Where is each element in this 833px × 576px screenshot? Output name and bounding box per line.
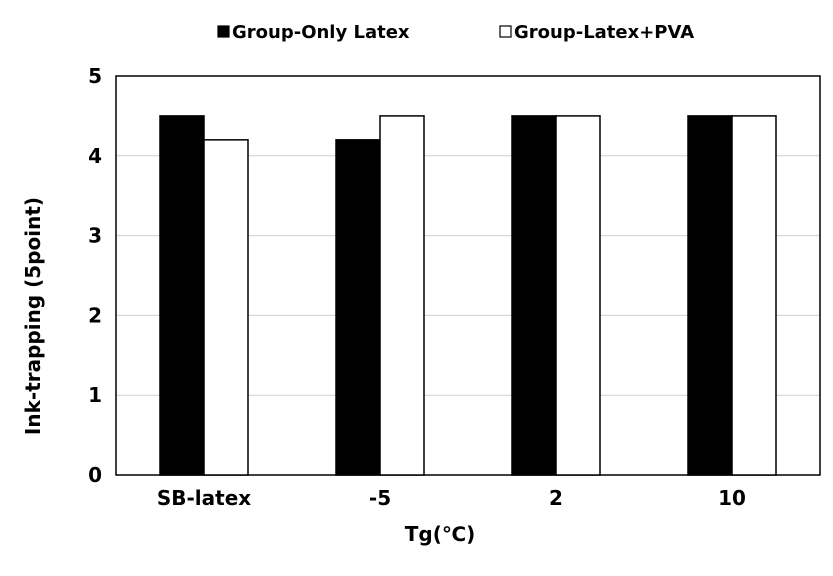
bars (159, 115, 777, 476)
bar-series-2-cat-1 (203, 139, 249, 476)
legend: Group-Only Latex Group-Latex+PVA (217, 22, 694, 43)
y-tick-label: 0 (88, 463, 102, 487)
x-tick-label: 10 (718, 486, 746, 510)
y-tick-label: 5 (88, 64, 102, 88)
x-axis-title: Tg(℃) (405, 522, 475, 546)
x-tick-labels: SB-latex -5 2 10 (157, 486, 746, 510)
legend-label-group-latex-pva: Group-Latex+PVA (514, 22, 694, 43)
y-tick-label: 1 (88, 383, 102, 407)
x-tick-label: 2 (549, 486, 563, 510)
bar-series-2-cat-2 (379, 115, 425, 476)
y-tick-label: 4 (88, 144, 102, 168)
y-tick-labels: 0 1 2 3 4 5 (88, 64, 102, 487)
bar-series-1-cat-4 (687, 115, 733, 476)
plot-frame (115, 75, 821, 476)
bar-series-1-cat-2 (335, 139, 381, 476)
legend-label-group-only-latex: Group-Only Latex (232, 22, 410, 43)
x-tick-label: -5 (369, 486, 391, 510)
y-tick-label: 3 (88, 224, 102, 248)
x-tick-label: SB-latex (157, 486, 251, 510)
y-axis-title: Ink-trapping (5point) (21, 197, 45, 435)
bar-series-1-cat-1 (159, 115, 205, 476)
bar-series-2-cat-4 (731, 115, 777, 476)
y-tick-label: 2 (88, 303, 102, 327)
legend-swatch-group-latex-pva (499, 25, 512, 38)
bar-series-1-cat-3 (511, 115, 557, 476)
bar-series-2-cat-3 (555, 115, 601, 476)
legend-swatch-group-only-latex (217, 25, 230, 38)
